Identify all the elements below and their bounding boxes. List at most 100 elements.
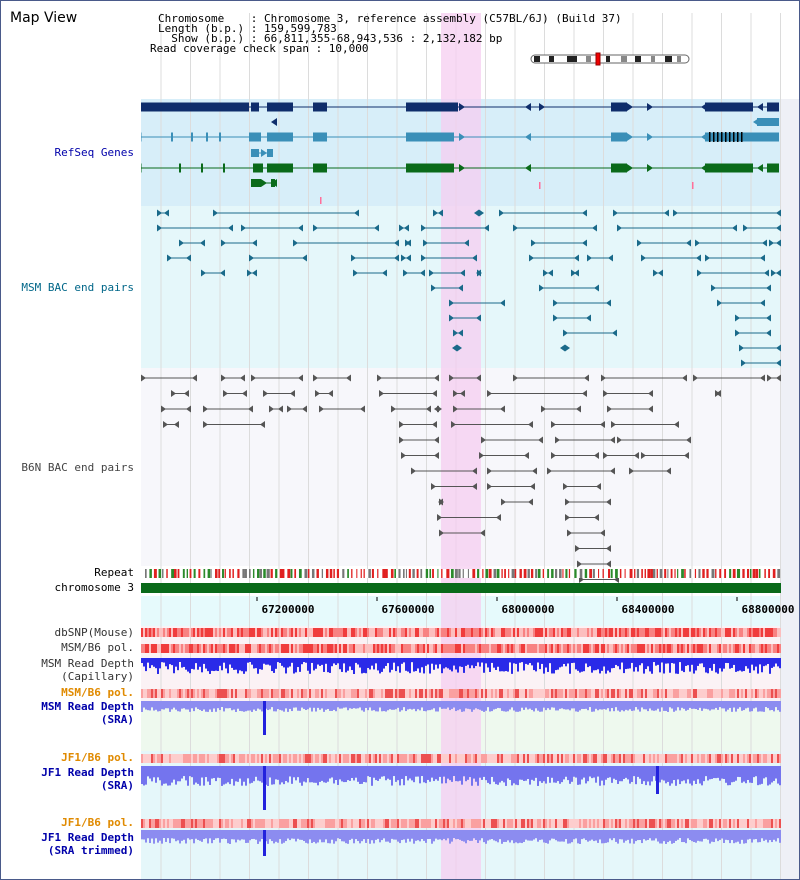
- refseq-genes-label[interactable]: RefSeq Genes: [54, 146, 134, 159]
- depth-bar: [417, 658, 419, 669]
- polymorphism-cell: [575, 754, 577, 763]
- depth-bar: [443, 701, 445, 709]
- bac-end-marker: [606, 560, 611, 568]
- polymorphism-cell: [161, 754, 163, 763]
- jf1-depth-trim-label[interactable]: JF1 Read Depth: [41, 831, 134, 844]
- polymorphism-cell: [179, 628, 181, 637]
- depth-bar: [639, 701, 641, 712]
- repeat-element: [530, 569, 534, 578]
- polymorphism-cell: [487, 689, 489, 698]
- depth-bar: [683, 830, 685, 843]
- msm-depth-capillary-label[interactable]: MSM Read Depth: [41, 657, 134, 670]
- polymorphism-cell: [751, 644, 753, 653]
- repeat-element: [458, 569, 461, 578]
- bac-end-marker: [600, 529, 605, 537]
- polymorphism-cell: [249, 754, 251, 763]
- depth-bar: [605, 658, 607, 674]
- msm-bac-label[interactable]: MSM BAC end pairs: [21, 281, 134, 294]
- jf1-b6-pol-label-2[interactable]: JF1/B6 pol.: [61, 816, 134, 829]
- repeat-element: [629, 569, 633, 578]
- polymorphism-cell: [605, 754, 607, 763]
- polymorphism-cell: [711, 689, 713, 698]
- depth-bar: [175, 830, 177, 842]
- polymorphism-cell: [757, 644, 759, 653]
- repeat-element: [446, 569, 450, 578]
- depth-bar: [627, 701, 629, 711]
- bac-end-marker: [735, 314, 740, 322]
- polymorphism-cell: [639, 754, 641, 763]
- polymorphism-cell: [749, 628, 751, 637]
- polymorphism-cell: [455, 628, 457, 637]
- depth-bar: [721, 766, 723, 779]
- repeat-element: [394, 569, 396, 578]
- polymorphism-cell: [647, 628, 649, 637]
- polymorphism-cell: [347, 819, 349, 828]
- polymorphism-cell: [497, 644, 499, 653]
- depth-bar: [743, 658, 745, 672]
- polymorphism-cell: [661, 689, 663, 698]
- depth-bar: [197, 830, 199, 840]
- polymorphism-cell: [267, 754, 269, 763]
- repeat-element: [755, 569, 759, 578]
- polymorphism-cell: [653, 628, 655, 637]
- polymorphism-cell: [193, 689, 195, 698]
- depth-bar: [525, 766, 527, 781]
- polymorphism-cell: [369, 819, 371, 828]
- polymorphism-cell: [721, 754, 723, 763]
- polymorphism-cell: [739, 689, 741, 698]
- bac-end-marker: [167, 254, 172, 262]
- dbsnp-label[interactable]: dbSNP(Mouse): [54, 626, 134, 639]
- depth-bar: [397, 830, 399, 842]
- depth-bar: [413, 701, 415, 709]
- repeat-element: [608, 569, 610, 578]
- jf1-b6-pol-label-1[interactable]: JF1/B6 pol.: [61, 751, 134, 764]
- depth-bar: [631, 766, 633, 782]
- polymorphism-cell: [289, 689, 291, 698]
- depth-bar: [467, 830, 469, 841]
- depth-bar: [689, 658, 691, 672]
- b6n-bac-label[interactable]: B6N BAC end pairs: [21, 461, 134, 474]
- depth-bar: [461, 830, 463, 841]
- polymorphism-cell: [661, 819, 663, 828]
- msm-depth-sra-label[interactable]: MSM Read Depth: [41, 700, 134, 713]
- polymorphism-cell: [221, 754, 223, 763]
- polymorphism-cell: [491, 644, 493, 653]
- polymorphism-cell: [653, 689, 655, 698]
- msm-b6-pol-label-1[interactable]: MSM/B6 pol.: [61, 641, 134, 654]
- jf1-depth-sra-label[interactable]: JF1 Read Depth: [41, 766, 134, 779]
- depth-bar: [187, 701, 189, 710]
- depth-bar: [345, 701, 347, 708]
- depth-bar: [211, 830, 213, 844]
- polymorphism-cell: [693, 819, 695, 828]
- polymorphism-cell: [173, 754, 175, 763]
- polymorphism-cell: [265, 819, 267, 828]
- polymorphism-cell: [315, 644, 317, 653]
- depth-bar: [507, 766, 509, 779]
- polymorphism-cell: [579, 628, 581, 637]
- depth-bar: [225, 830, 227, 839]
- polymorphism-cell: [669, 754, 671, 763]
- polymorphism-cell: [337, 819, 339, 828]
- depth-bar: [415, 830, 417, 841]
- polymorphism-cell: [267, 819, 269, 828]
- depth-bar: [341, 701, 343, 709]
- polymorphism-cell: [543, 754, 545, 763]
- depth-bar: [257, 701, 259, 709]
- bac-end-marker: [186, 405, 191, 413]
- depth-bar: [529, 830, 531, 841]
- bac-end-marker: [420, 269, 425, 277]
- depth-bar: [353, 766, 355, 781]
- polymorphism-cell: [335, 689, 337, 698]
- depth-bar: [325, 701, 327, 710]
- depth-bar: [775, 701, 777, 708]
- depth-bar: [723, 830, 725, 843]
- polymorphism-cell: [685, 689, 687, 698]
- depth-bar: [701, 766, 703, 786]
- msm-b6-pol-label-2[interactable]: MSM/B6 pol.: [61, 686, 134, 699]
- polymorphism-cell: [397, 754, 399, 763]
- depth-bar: [503, 830, 505, 842]
- ideogram-band: [549, 56, 554, 62]
- polymorphism-cell: [683, 754, 685, 763]
